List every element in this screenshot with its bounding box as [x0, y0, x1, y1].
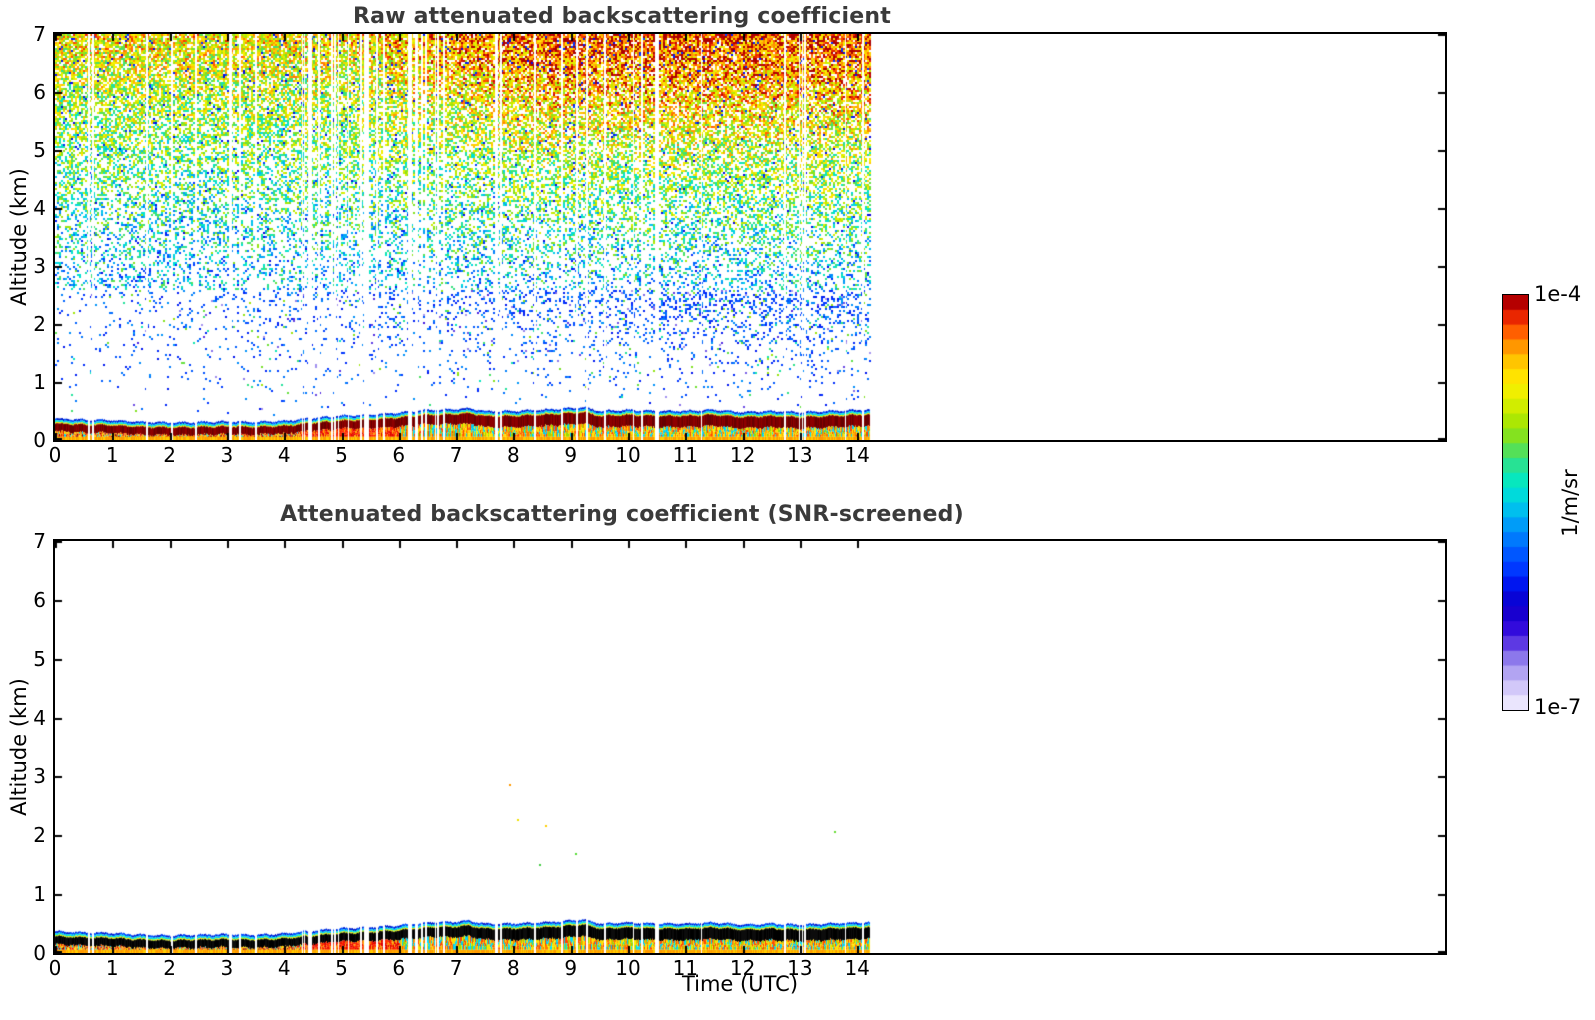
x-tick-label: 3 — [220, 443, 234, 467]
x-tick-label: 12 — [729, 956, 756, 980]
y-tick-label: 1 — [33, 882, 46, 907]
x-tick-label: 10 — [615, 956, 641, 980]
x-axis-label: Time (UTC) — [681, 972, 799, 996]
panel1-heatmap-canvas — [55, 34, 1445, 440]
y-tick-label: 2 — [33, 312, 46, 336]
x-tick-label: 12 — [729, 443, 756, 467]
x-tick-label: 8 — [507, 956, 520, 980]
x-tick-label: 8 — [507, 443, 520, 467]
colorbar-gradient-canvas — [1503, 295, 1528, 710]
y-tick-label: 2 — [33, 823, 46, 848]
y-tick-label: 5 — [33, 138, 46, 162]
y-tick-label: 6 — [33, 80, 46, 104]
panel1-y-axis-label: Altitude (km) — [7, 168, 31, 306]
y-tick-label: 4 — [33, 196, 46, 220]
x-tick-label: 13 — [787, 443, 813, 467]
x-tick-label: 5 — [335, 443, 348, 467]
colorbar-min-label: 1e-7 — [1534, 695, 1582, 719]
x-tick-label: 6 — [392, 956, 406, 980]
y-tick-label: 5 — [33, 646, 46, 671]
x-tick-label: 0 — [48, 956, 62, 980]
y-tick-label: 1 — [33, 370, 46, 394]
x-tick-label: 1 — [105, 443, 119, 467]
x-tick-label: 4 — [277, 443, 291, 467]
x-tick-label: 0 — [48, 443, 62, 467]
x-tick-label: 9 — [564, 956, 578, 980]
x-tick-label: 1 — [105, 956, 119, 980]
x-tick-label: 2 — [163, 443, 176, 467]
panel2-heatmap-canvas — [55, 541, 1445, 953]
x-tick-label: 14 — [844, 956, 870, 980]
colorbar-unit-label: 1/m/sr — [1558, 469, 1582, 537]
panel1-title: Raw attenuated backscattering coefficien… — [353, 4, 891, 29]
x-tick-label: 2 — [163, 956, 176, 980]
y-tick-label: 4 — [33, 705, 46, 730]
y-tick-label: 3 — [33, 764, 46, 789]
x-tick-label: 5 — [335, 956, 348, 980]
x-tick-label: 14 — [844, 443, 870, 467]
x-tick-label: 3 — [220, 956, 234, 980]
x-tick-label: 10 — [615, 443, 641, 467]
colorbar — [1502, 294, 1529, 711]
x-tick-label: 7 — [449, 443, 463, 467]
y-tick-label: 0 — [33, 428, 46, 452]
x-tick-label: 9 — [564, 443, 578, 467]
y-tick-label: 6 — [33, 587, 46, 612]
colorbar-max-label: 1e-4 — [1534, 282, 1582, 306]
y-tick-label: 7 — [33, 22, 46, 46]
panel1-plot-area — [53, 32, 1447, 442]
x-tick-label: 11 — [672, 443, 699, 467]
y-tick-label: 3 — [33, 254, 46, 278]
x-tick-label: 6 — [392, 443, 406, 467]
x-tick-label: 13 — [787, 956, 813, 980]
y-tick-label: 0 — [33, 941, 46, 965]
x-tick-label: 4 — [277, 956, 291, 980]
y-tick-label: 7 — [33, 529, 46, 553]
x-tick-label: 7 — [449, 956, 463, 980]
panel2-y-axis-label: Altitude (km) — [7, 678, 31, 816]
x-tick-label: 11 — [672, 956, 699, 980]
panel2-title: Attenuated backscattering coefficient (S… — [280, 502, 964, 527]
panel2-plot-area — [53, 539, 1447, 955]
